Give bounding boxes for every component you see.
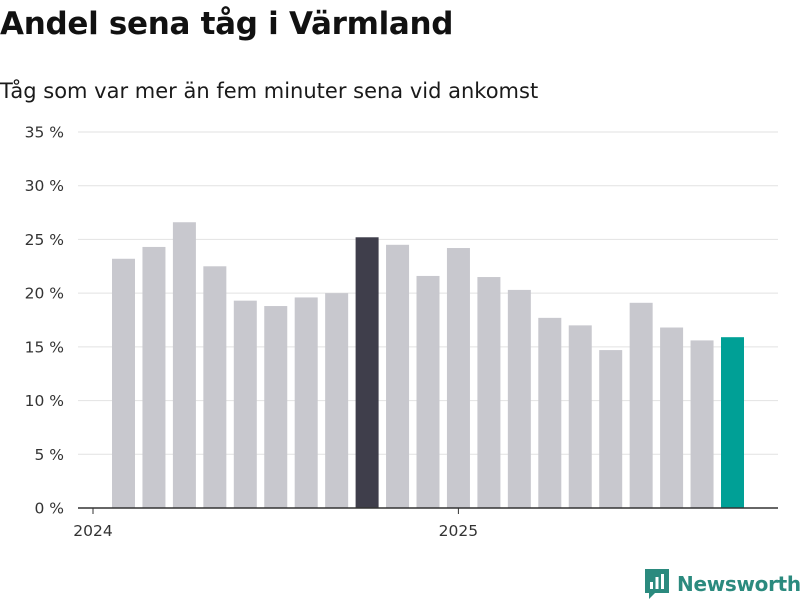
bar-2025-06 — [629, 302, 653, 508]
bar-2024-04 — [203, 266, 227, 508]
bar-2025-09 — [721, 337, 744, 508]
bar-2024-08 — [325, 293, 349, 508]
chart-subtitle: Tåg som var mer än fem minuter sena vid … — [0, 79, 539, 103]
bar-2024-12 — [446, 248, 470, 508]
bar-2024-03 — [172, 222, 196, 509]
x-axis: 2024 2025 — [73, 507, 778, 540]
y-tick-label: 20 % — [25, 285, 64, 303]
y-tick-label: 0 % — [34, 500, 64, 518]
bar-2024-05 — [233, 300, 257, 508]
chart-title: Andel sena tåg i Värmland — [0, 6, 454, 42]
y-tick-label: 15 % — [25, 338, 64, 356]
newsworthy-logo[interactable]: Newsworthy — [645, 569, 800, 599]
y-tick-label: 5 % — [34, 446, 64, 464]
x-tick-label: 2025 — [439, 522, 478, 540]
x-tick-label: 2024 — [73, 522, 112, 540]
newsworthy-logo-icon — [645, 569, 669, 599]
y-tick-label: 10 % — [25, 392, 64, 410]
newsworthy-logo-text: Newsworthy — [677, 572, 800, 596]
bar-2024-01 — [112, 258, 135, 508]
y-tick-label: 30 % — [25, 177, 64, 195]
y-axis-labels: 0 % 5 % 10 % 15 % 20 % 25 % 30 % 35 % — [25, 124, 64, 518]
bar-2025-08 — [690, 340, 714, 508]
bar-2025-04 — [568, 325, 592, 508]
bar-2025-05 — [599, 350, 623, 508]
y-tick-label: 35 % — [25, 124, 64, 142]
bars — [112, 222, 744, 509]
bar-2024-06 — [264, 306, 288, 508]
bar-2024-11 — [416, 275, 440, 508]
bar-2025-02 — [507, 289, 531, 508]
bar-2024-07 — [294, 297, 318, 508]
y-tick-label: 25 % — [25, 231, 64, 249]
bar-2024-09 — [355, 237, 379, 508]
bar-2025-07 — [660, 327, 684, 508]
bar-2024-02 — [142, 246, 166, 508]
bar-2025-03 — [538, 317, 562, 508]
bar-2025-01 — [477, 277, 501, 508]
bar-2024-10 — [386, 244, 410, 509]
